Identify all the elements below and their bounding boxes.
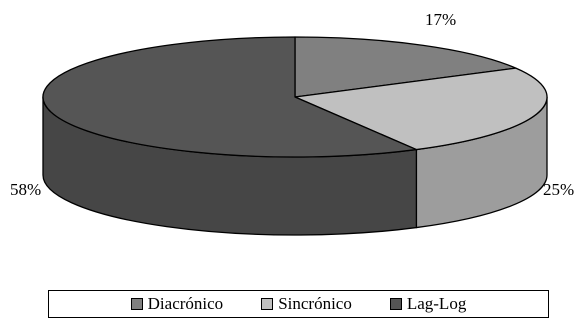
pie-slice-laglog <box>42 36 418 158</box>
legend-item-diacronico: Diacrónico <box>130 294 224 314</box>
pie-slice-diacronico <box>294 36 517 98</box>
legend-label-diacronico: Diacrónico <box>147 294 224 313</box>
slice-label-laglog: 58% <box>10 180 42 199</box>
legend-swatch-sincronico <box>261 298 274 310</box>
legend: Diacrónico Sincrónico Lag-Log <box>48 290 549 318</box>
legend-label-sincronico: Sincrónico <box>278 294 352 313</box>
pie-slice-sincronico <box>294 67 548 151</box>
legend-item-sincronico: Sincrónico <box>261 294 352 314</box>
slice-label-diacronico: 17% <box>425 10 457 29</box>
slice-label-sincronico: 25% <box>543 180 575 199</box>
legend-item-laglog: Lag-Log <box>389 294 467 314</box>
legend-label-laglog: Lag-Log <box>406 294 467 313</box>
legend-swatch-diacronico <box>130 298 143 310</box>
legend-swatch-laglog <box>389 298 402 310</box>
